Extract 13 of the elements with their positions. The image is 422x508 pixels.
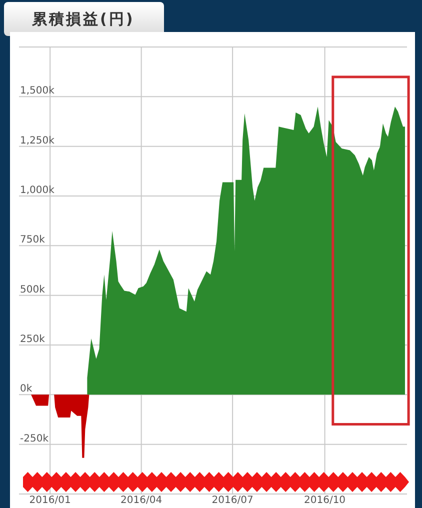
y-tick-label: 750k [20, 234, 46, 246]
y-tick-label: 1,250k [20, 135, 55, 146]
x-tick-label: 2016/01 [29, 495, 71, 506]
y-tick-label: 500k [20, 284, 46, 296]
y-tick-label: -250k [20, 433, 49, 444]
y-tick-label: 1,500k [20, 86, 55, 97]
x-tick-label: 2016/04 [120, 495, 162, 506]
x-tick-label: 2016/10 [304, 495, 346, 506]
x-tick-label: 2016/07 [212, 495, 254, 506]
y-tick-label: 0k [20, 384, 32, 395]
y-tick-label: 250k [20, 334, 46, 345]
y-tick-label: 1,000k [20, 185, 55, 196]
chart-title: 累積損益(円) [31, 10, 135, 28]
